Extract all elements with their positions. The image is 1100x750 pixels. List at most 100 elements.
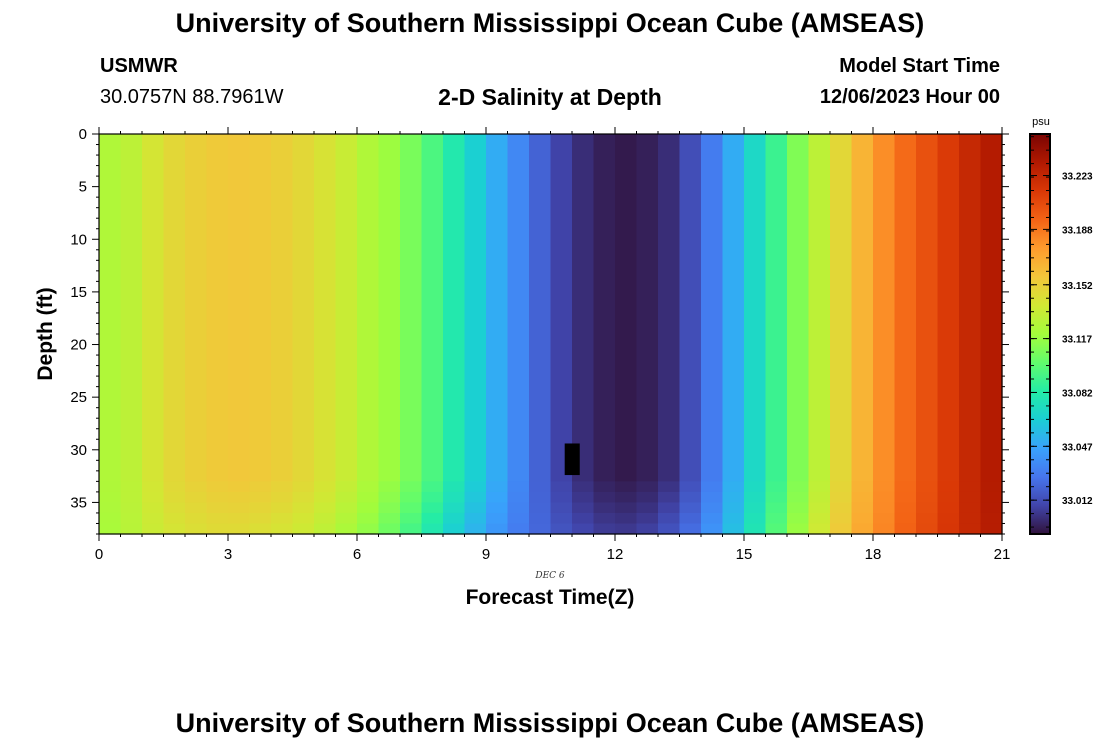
heatmap-cell: [292, 502, 315, 514]
heatmap-cell: [959, 491, 982, 504]
heatmap-cell: [507, 491, 530, 504]
heatmap-cell: [894, 512, 917, 525]
heatmap-cell: [163, 481, 186, 493]
heatmap-cell: [851, 523, 874, 535]
heatmap-cell: [679, 134, 702, 482]
heatmap-cell: [400, 134, 423, 482]
heatmap-cell: [830, 134, 853, 482]
heatmap-cell: [292, 134, 315, 482]
heatmap-cell: [421, 502, 444, 514]
heatmap-cell: [722, 523, 745, 535]
heatmap-cell: [314, 134, 337, 482]
heatmap-cell: [787, 502, 810, 514]
heatmap-cell: [206, 481, 229, 493]
heatmap-cell: [873, 512, 896, 525]
heatmap-cell: [400, 523, 423, 535]
heatmap-cell: [400, 512, 423, 525]
heatmap-cell: [658, 134, 681, 482]
heatmap-cell: [636, 502, 659, 514]
heatmap-cell: [185, 491, 208, 504]
heatmap-cell: [314, 512, 337, 525]
heatmap-cell: [593, 481, 616, 493]
heatmap-cell: [615, 491, 638, 504]
heatmap-cell: [550, 134, 573, 482]
heatmap-cell: [120, 481, 143, 493]
heatmap-cell: [163, 502, 186, 514]
heatmap-cell: [335, 523, 358, 535]
heatmap-cell: [744, 502, 767, 514]
y-tick-label: 35: [70, 494, 87, 511]
heatmap-cell: [142, 502, 165, 514]
heatmap-cell: [658, 523, 681, 535]
heatmap-cell: [572, 523, 595, 535]
heatmap-cell: [357, 523, 380, 535]
heatmap-cell: [679, 512, 702, 525]
y-tick-label: 30: [70, 442, 87, 459]
heatmap-cell: [464, 523, 487, 535]
station-id: USMWR: [100, 55, 178, 77]
heatmap-cell: [228, 512, 251, 525]
heatmap-cells: [99, 134, 1003, 535]
heatmap-cell: [335, 134, 358, 482]
heatmap-cell: [142, 491, 165, 504]
heatmap-cell: [765, 134, 788, 482]
heatmap-cell: [765, 491, 788, 504]
heatmap-cell: [228, 481, 251, 493]
heatmap-cell: [593, 134, 616, 482]
heatmap-cell: [808, 134, 831, 482]
x-tick-label: 3: [224, 546, 232, 563]
heatmap-cell: [550, 523, 573, 535]
heatmap-cell: [744, 481, 767, 493]
y-tick-label: 15: [70, 284, 87, 301]
heatmap-cell: [980, 502, 1003, 514]
heatmap-cell: [378, 134, 401, 482]
heatmap-cell: [99, 502, 122, 514]
heatmap-cell: [937, 491, 960, 504]
heatmap-cell: [249, 481, 272, 493]
x-axis-label: Forecast Time(Z): [466, 586, 635, 609]
missing-data-cell: [564, 443, 580, 476]
heatmap-cell: [916, 134, 939, 482]
heatmap-cell: [658, 491, 681, 504]
heatmap-cell: [271, 502, 294, 514]
x-tick-label: 15: [736, 546, 753, 563]
heatmap-cell: [636, 481, 659, 493]
heatmap-cell: [572, 134, 595, 482]
heatmap-cell: [636, 523, 659, 535]
heatmap-cell: [937, 502, 960, 514]
heatmap-cell: [228, 523, 251, 535]
heatmap-cell: [314, 481, 337, 493]
heatmap-cell: [830, 491, 853, 504]
heatmap-cell: [722, 502, 745, 514]
heatmap-cell: [937, 481, 960, 493]
heatmap-cell: [529, 523, 552, 535]
y-tick-label: 20: [70, 337, 87, 354]
heatmap-cell: [722, 134, 745, 482]
heatmap-cell: [120, 512, 143, 525]
heatmap-cell: [873, 134, 896, 482]
heatmap-cell: [335, 481, 358, 493]
heatmap-cell: [873, 523, 896, 535]
heatmap-cell: [894, 491, 917, 504]
heatmap-cell: [249, 491, 272, 504]
heatmap-cell: [894, 502, 917, 514]
heatmap-cell: [443, 491, 466, 504]
heatmap-cell: [357, 134, 380, 482]
heatmap-cell: [593, 512, 616, 525]
heatmap-cell: [851, 502, 874, 514]
heatmap-cell: [658, 502, 681, 514]
colorbar-tick-label: 33.082: [1062, 388, 1093, 399]
heatmap-cell: [443, 481, 466, 493]
heatmap-cell: [421, 523, 444, 535]
heatmap-cell: [185, 512, 208, 525]
heatmap-cell: [529, 481, 552, 493]
heatmap-cell: [378, 523, 401, 535]
heatmap-cell: [808, 491, 831, 504]
heatmap-cell: [980, 491, 1003, 504]
heatmap-cell: [572, 502, 595, 514]
heatmap-cell: [550, 491, 573, 504]
heatmap-cell: [851, 134, 874, 482]
heatmap-cell: [636, 491, 659, 504]
heatmap-cell: [421, 491, 444, 504]
heatmap-cell: [421, 481, 444, 493]
